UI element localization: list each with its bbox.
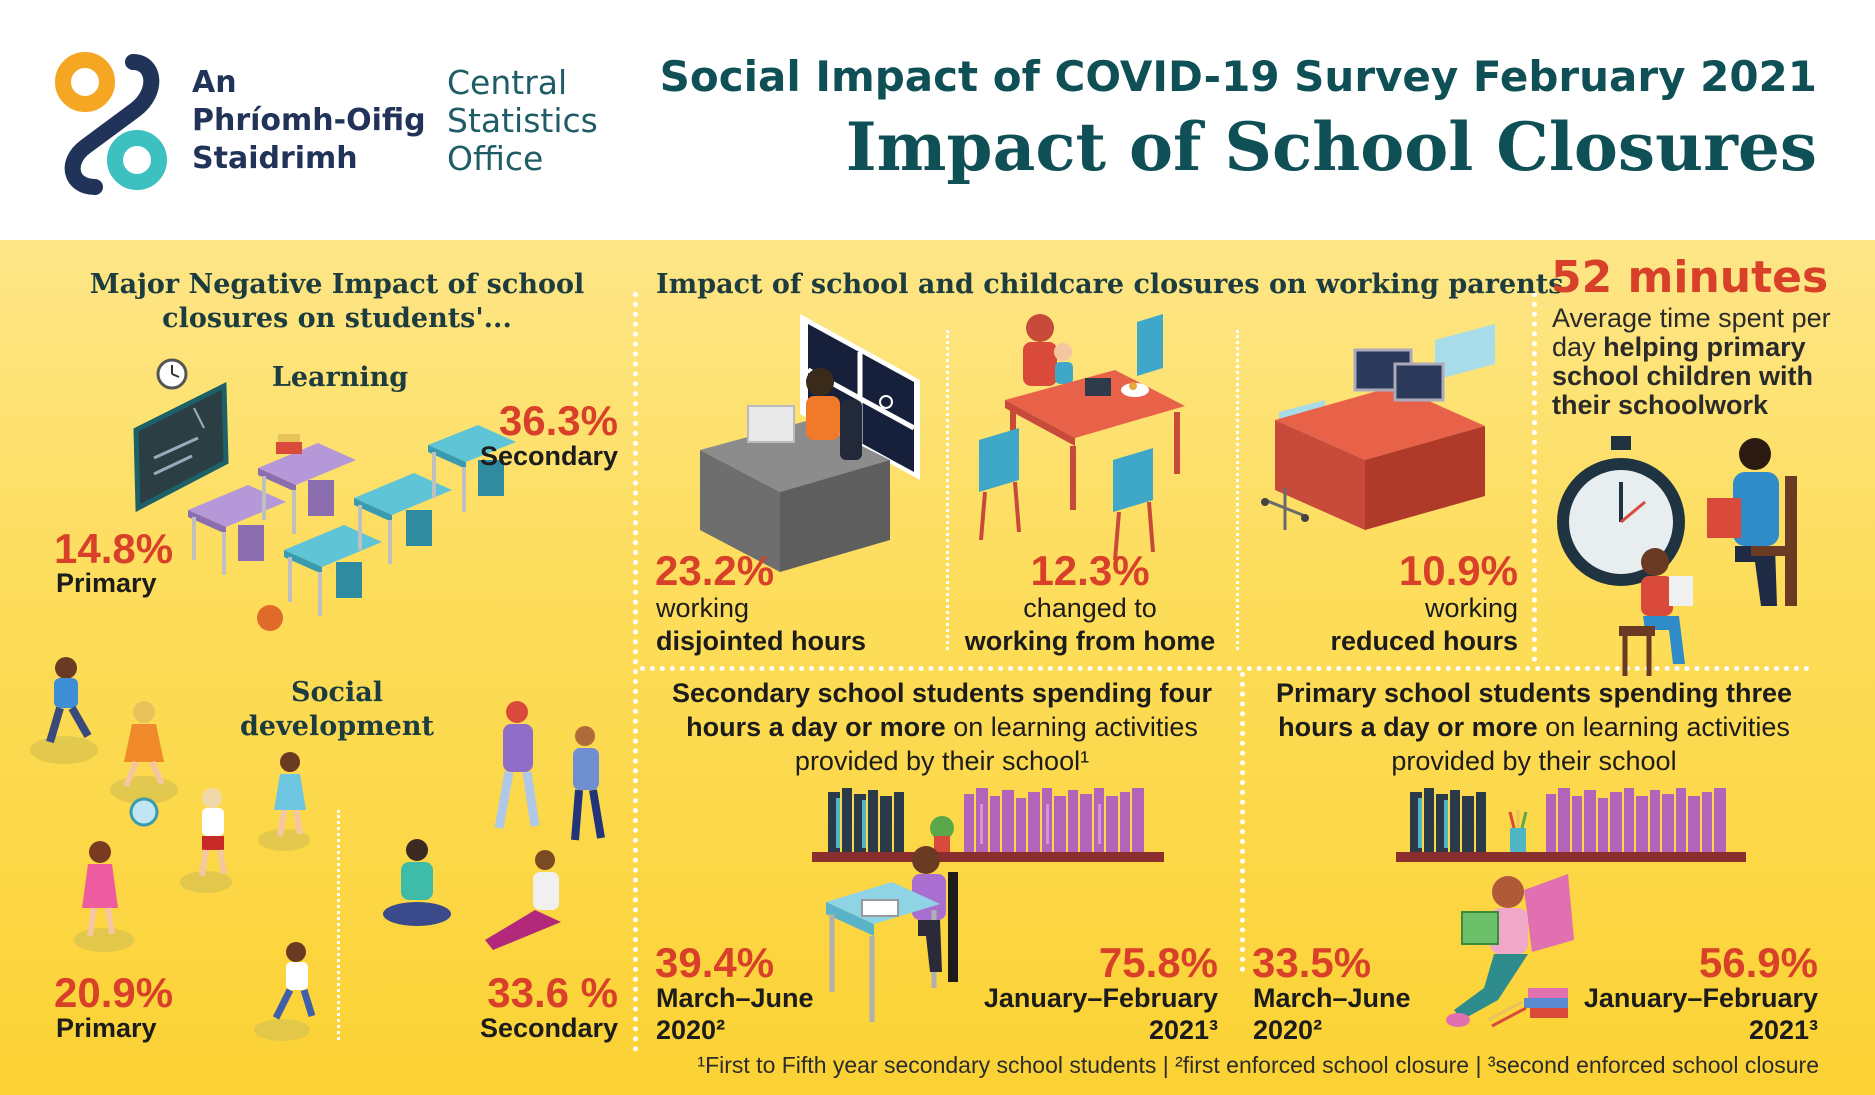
learning-label: Learning [271,362,409,393]
secondary-period1-line1: March–June [656,983,814,1013]
parent-reduced-hours-illustration [1261,324,1495,530]
divider-vertical-right [1532,292,1537,662]
divider-horizontal [640,666,1810,671]
footnote: ¹First to Fifth year secondary school st… [697,1052,1819,1078]
parents-reduced-value: 10.9% [1398,547,1518,594]
secondary-period2-line2: 2021³ [1148,1015,1218,1045]
classroom-illustration [133,358,516,631]
help-description-bold: helping primary school children with the… [1552,332,1814,420]
parents-home-value: 12.3% [1030,547,1150,594]
parents-section-title: Impact of school and childcare closures … [656,269,1564,300]
help-description-plain: Average time spent per day [1552,303,1831,362]
social-development-label: Social development [240,677,434,742]
secondary-period2-value: 75.8% [1098,939,1218,986]
primary-learning-title-bold: Primary school students spending three h… [1275,678,1793,742]
child-reading-illustration [1446,874,1574,1028]
secondary-learning-title-plain: on learning activities provided by their… [794,712,1198,776]
social-primary-value: 20.9% [54,969,174,1016]
learning-primary-value: 14.8% [54,525,174,572]
teenagers-illustration [383,701,605,950]
divider-social [337,810,340,1040]
parents-home-line2: working from home [964,626,1216,656]
learning-secondary-value: 36.3% [498,397,618,444]
students-section-title: Major Negative Impact of school closures… [89,269,585,334]
divider-parents-2 [1236,330,1239,650]
parent-disjointed-hours-illustration [700,314,920,572]
learning-primary-label: Primary [56,568,157,598]
logo-text-irish: An Phríomh-Oifig Staidrimh [192,65,426,176]
page-title: Impact of School Closures [845,108,1817,186]
primary-learning-title: Primary school students spending three h… [1262,676,1806,778]
parents-disjointed-line2: disjointed hours [656,626,867,656]
social-secondary-label: Secondary [479,1013,618,1043]
parents-disjointed-value: 23.2% [655,547,775,594]
logo-text-english: Central Statistics Office [447,63,598,178]
children-playing-illustration [30,657,316,1041]
parents-disjointed-line1: working [656,593,750,623]
divider-vertical-left [633,292,638,1052]
help-description: Average time spent per day helping prima… [1552,304,1842,420]
divider-parents-1 [946,330,949,650]
secondary-period1-line2: 2020² [656,1015,726,1045]
secondary-period1-value: 39.4% [655,939,775,986]
social-secondary-value: 33.6 % [487,969,618,1016]
primary-period1-line2: 2020² [1253,1015,1323,1045]
secondary-learning-title: Secondary school students spending four … [652,676,1232,778]
divider-vertical-bottom [1240,672,1245,972]
bookshelf-primary-illustration [1396,788,1746,862]
primary-period1-value: 33.5% [1252,939,1372,986]
bookshelf-secondary-illustration [812,788,1164,862]
parents-home-line1: changed to [1023,593,1157,623]
primary-period2-line2: 2021³ [1748,1015,1818,1045]
primary-period2-value: 56.9% [1698,939,1818,986]
parents-reduced-line1: working [1424,593,1518,623]
secondary-learning-title-bold: Secondary school students spending four … [671,678,1213,742]
cso-logo-icon [55,52,167,195]
learning-secondary-label: Secondary [479,441,618,471]
primary-period2-line1: January–February [1583,983,1818,1013]
social-primary-label: Primary [56,1013,157,1043]
student-at-desk-illustration [826,846,958,1022]
primary-period1-line1: March–June [1253,983,1411,1013]
secondary-period2-line1: January–February [983,983,1218,1013]
primary-learning-title-plain: on learning activities provided by their… [1391,712,1790,776]
help-minutes-value: 52 minutes [1551,252,1829,303]
header: An Phríomh-Oifig Staidrimh Central Stati… [0,0,1875,240]
survey-title: Social Impact of COVID-19 Survey Februar… [659,52,1817,101]
parents-reduced-line2: reduced hours [1330,626,1518,656]
stopwatch-parent-child-illustration [1557,436,1797,676]
parent-working-from-home-illustration [979,314,1185,561]
